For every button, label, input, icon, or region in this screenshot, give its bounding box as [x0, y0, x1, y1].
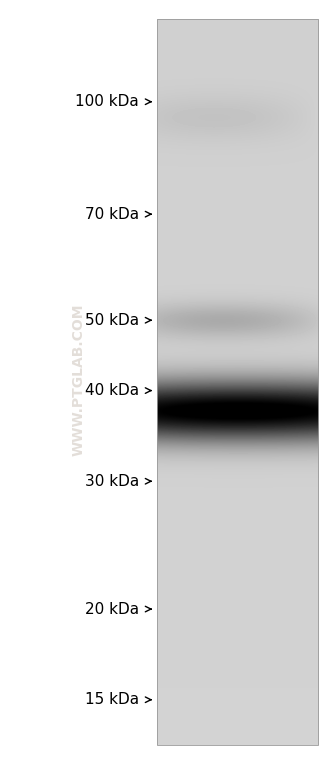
- Text: 30 kDa: 30 kDa: [85, 473, 139, 489]
- Text: 40 kDa: 40 kDa: [85, 383, 139, 398]
- Text: 15 kDa: 15 kDa: [85, 692, 139, 708]
- Text: 70 kDa: 70 kDa: [85, 207, 139, 222]
- Text: 100 kDa: 100 kDa: [76, 94, 139, 109]
- Text: WWW.PTGLAB.COM: WWW.PTGLAB.COM: [71, 304, 85, 456]
- Text: 50 kDa: 50 kDa: [85, 312, 139, 328]
- Text: 20 kDa: 20 kDa: [85, 602, 139, 616]
